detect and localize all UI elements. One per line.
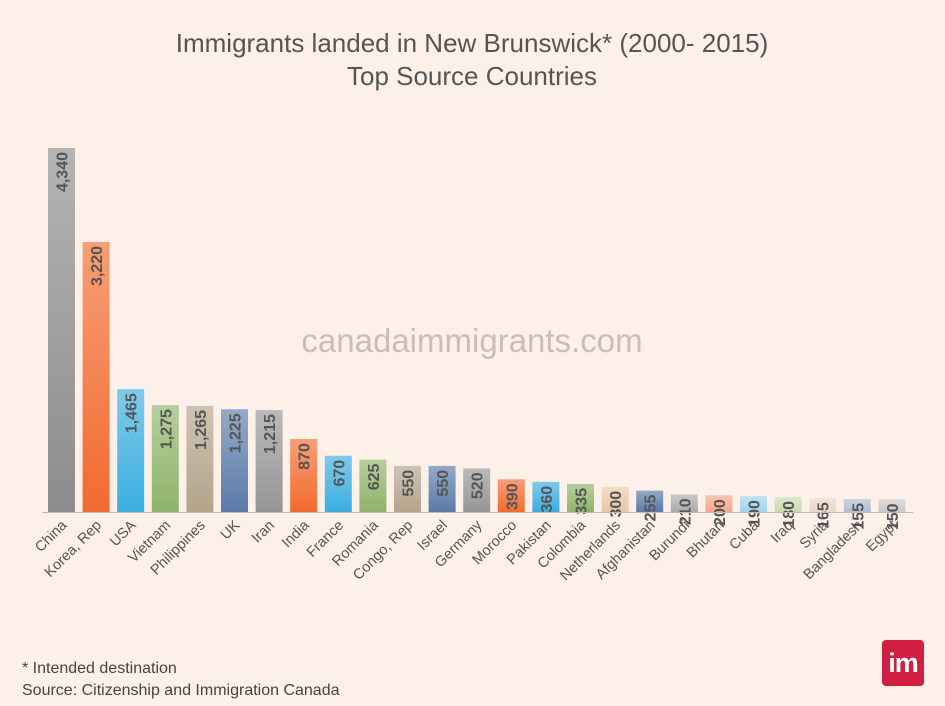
- bar-bhutan: [705, 495, 733, 512]
- value-label: 190: [747, 500, 764, 527]
- value-label: 210: [677, 498, 694, 525]
- value-label: 300: [608, 491, 625, 518]
- bar-china: [48, 148, 75, 512]
- value-label: 165: [816, 502, 833, 529]
- bars-group: 4,340 3,220 1,465 1,275 1,265 1,225 1,215 870 67…: [48, 148, 906, 530]
- value-label: 255: [643, 495, 660, 522]
- value-label: 550: [401, 470, 418, 497]
- bar-india: [290, 439, 318, 512]
- value-label: 520: [470, 472, 487, 499]
- value-label: 150: [885, 503, 902, 530]
- bar-korea-rep: [82, 241, 110, 512]
- bar-netherlands: [601, 486, 629, 512]
- bar-egypt: [878, 499, 906, 512]
- bar-pakistan: [532, 481, 560, 512]
- site-logo[interactable]: im: [882, 640, 924, 686]
- bar-vietnam: [151, 405, 179, 512]
- value-label: 390: [504, 483, 521, 510]
- bar-congo-rep: [394, 465, 421, 512]
- bar-burundi: [670, 494, 698, 512]
- bar-israel: [428, 465, 456, 512]
- bar-morocco: [497, 479, 525, 512]
- bar-usa: [117, 389, 145, 512]
- value-label: 360: [539, 486, 556, 513]
- value-label: 335: [574, 488, 591, 515]
- watermark: canadaimmigrants.com: [301, 322, 642, 359]
- bar-germany: [463, 468, 491, 512]
- value-label: 180: [781, 501, 798, 528]
- source-note: Source: Citizenship and Immigration Cana…: [22, 682, 340, 699]
- value-label: 670: [331, 460, 348, 487]
- value-label: 550: [435, 470, 452, 497]
- value-label: 1,215: [262, 414, 279, 454]
- value-label: 155: [850, 503, 867, 530]
- category-label: Iran: [249, 518, 278, 547]
- bar-iraq: [774, 496, 802, 512]
- value-label: 4,340: [55, 152, 72, 192]
- category-label: UK: [218, 517, 244, 543]
- value-label: 1,225: [228, 413, 245, 453]
- value-label: 870: [297, 443, 314, 470]
- bar-afghanistan: [636, 490, 664, 512]
- bar-iran: [255, 410, 283, 512]
- value-label: 1,265: [193, 410, 210, 450]
- bar-cuba: [740, 496, 767, 512]
- bar-syria: [809, 498, 837, 512]
- bar-philippines: [186, 405, 214, 512]
- value-label: 3,220: [89, 246, 106, 286]
- bar-france: [324, 455, 352, 512]
- footnote: * Intended destination: [22, 660, 177, 677]
- value-label: 625: [366, 463, 383, 490]
- bar-bangladesh: [843, 499, 871, 512]
- chart-subtitle: Top Source Countries: [347, 61, 597, 91]
- chart-title: Immigrants landed in New Brunswick* (200…: [176, 28, 769, 58]
- bar-colombia: [567, 483, 594, 512]
- value-label: 1,465: [124, 393, 141, 433]
- bar-uk: [221, 409, 248, 512]
- value-label: 1,275: [158, 409, 175, 449]
- bar-romania: [359, 459, 387, 512]
